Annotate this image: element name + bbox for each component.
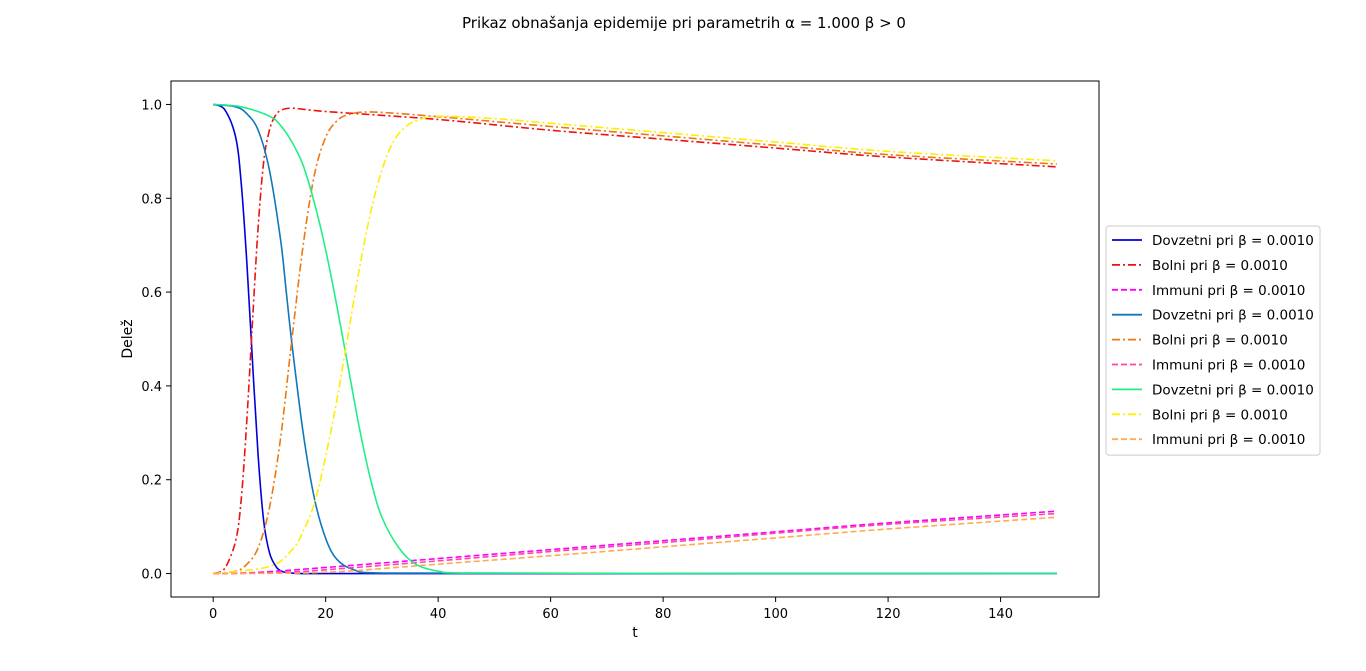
x-tick-label: 120 [876, 607, 901, 622]
series-line-2 [212, 107, 1057, 575]
series-line-9 [213, 516, 1057, 575]
legend-label-7: Dovzetni pri β = 0.0010 [1152, 382, 1314, 398]
y-tick-label: 0.6 [141, 286, 162, 301]
y-tick-label: 1.0 [141, 98, 162, 113]
x-tick-label: 40 [430, 607, 447, 622]
x-axis-label: t [632, 625, 638, 641]
x-tick-label: 60 [542, 607, 559, 622]
legend-label-1: Dovzetni pri β = 0.0010 [1152, 233, 1314, 249]
axis-ticks: 0 20 40 60 80 100 120 140 0.0 0.2 0.4 0.6 0.8 1.0 [141, 98, 1013, 622]
plot-area [170, 80, 1100, 598]
y-tick-label: 0.8 [141, 192, 162, 207]
plot-background [171, 81, 1099, 597]
legend-label-4: Dovzetni pri β = 0.0010 [1152, 308, 1314, 324]
x-tick-label: 140 [988, 607, 1013, 622]
series-line-6 [213, 512, 1057, 575]
x-tick-label: 0 [209, 607, 217, 622]
x-tick-label: 20 [317, 607, 334, 622]
legend-label-2: Bolni pri β = 0.0010 [1152, 258, 1288, 274]
legend-label-8: Bolni pri β = 0.0010 [1152, 407, 1288, 423]
y-axis-label: Delež [120, 319, 136, 358]
axes-frame [170, 80, 1100, 598]
x-tick-label: 80 [655, 607, 672, 622]
y-tick-label: 0.0 [141, 568, 162, 583]
series-line-7 [213, 103, 1057, 575]
legend-label-5: Bolni pri β = 0.0010 [1152, 333, 1288, 349]
legend-label-9: Immuni pri β = 0.0010 [1152, 432, 1305, 448]
series-line-8 [213, 115, 1057, 575]
y-tick-label: 0.4 [141, 380, 162, 395]
legend-box [1105, 225, 1321, 456]
y-tick-label: 0.2 [141, 474, 162, 489]
series-line-5 [213, 111, 1057, 575]
chart-title: Prikaz obnašanja epidemije pri parametri… [462, 14, 906, 32]
legend: Dovzetni pri β = 0.0010 Bolni pri β = 0.0… [1105, 225, 1321, 456]
legend-label-3: Immuni pri β = 0.0010 [1152, 283, 1305, 299]
series-line-3 [213, 510, 1057, 575]
legend-label-6: Immuni pri β = 0.0010 [1152, 358, 1305, 374]
x-tick-label: 100 [763, 607, 788, 622]
series-line-4 [213, 103, 1057, 575]
